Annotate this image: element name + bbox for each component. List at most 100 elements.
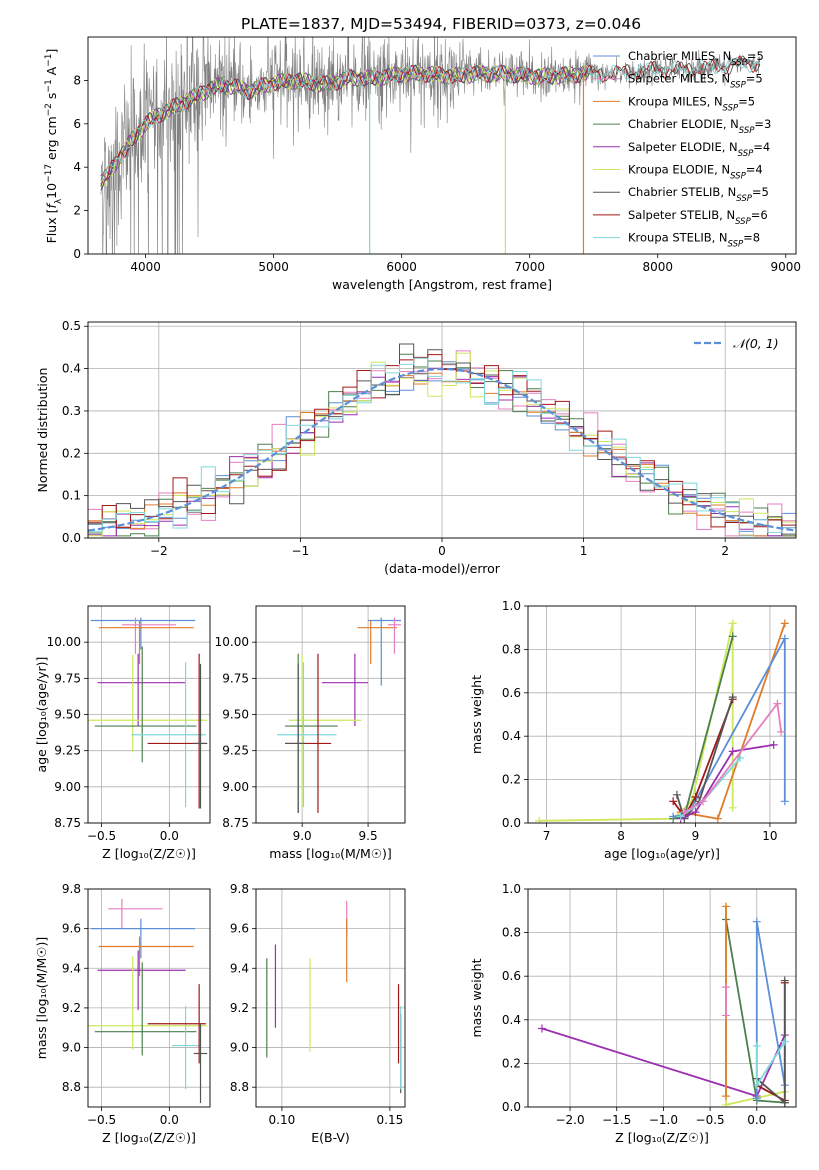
y-tick-label: 9.6: [230, 922, 249, 936]
errorbar-chabrier-miles: [90, 617, 196, 650]
x-tick-label: −0.5: [87, 1113, 116, 1127]
x-tick-label: 7000: [514, 260, 545, 274]
y-tick-label: 9.00: [54, 780, 81, 794]
legend-label-main: Chabrier ELODIE, N: [628, 117, 739, 131]
x-tick-label: 5000: [258, 260, 289, 274]
errorbar-chabrier-stelib: [193, 1023, 208, 1104]
series-marker: [780, 619, 789, 628]
series-marker: [780, 1037, 789, 1046]
series-marker: [728, 632, 737, 641]
x-axis-label: (data-model)/error: [384, 561, 501, 576]
y-tick-label: 9.25: [54, 744, 81, 758]
series-marker: [728, 803, 737, 812]
x-tick-label: 7: [543, 829, 551, 843]
legend-label-tail: =3: [754, 117, 771, 131]
legend-label-main: Salpeter MILES, N: [628, 72, 730, 86]
x-tick-label: 9.5: [359, 829, 378, 843]
y-tick-label: 0: [73, 247, 81, 261]
series-salpeter-miles: [721, 983, 730, 1020]
y-tick-label: 0.8: [502, 642, 521, 656]
legend-label-main: Chabrier MILES, N: [628, 49, 731, 63]
panel-age_vs_Z: −0.5 0.0 8.75 9.00 9.25 9.50 9.75 10.00 Z [log₁₀…: [34, 605, 211, 861]
x-tick-label: 6000: [386, 260, 417, 274]
y-tick-label: 1.0: [502, 882, 521, 896]
legend-label-sub: SSP: [736, 194, 752, 204]
y-tick-label: 2: [73, 204, 81, 218]
gaussian-curve: [88, 367, 796, 532]
y-tick-label: 0.0: [502, 816, 521, 830]
series-line: [725, 906, 785, 1106]
model-line-kroupa-elodie: [100, 64, 588, 187]
x-tick-label: 10: [762, 829, 777, 843]
series-line: [680, 744, 774, 820]
y-axis-label-part: −2: [44, 103, 54, 116]
axes-frame: [255, 605, 406, 824]
series-marker: [672, 790, 681, 799]
series-line: [725, 919, 785, 1104]
legend-label-sub: SSP: [731, 58, 747, 68]
series-marker: [721, 983, 730, 992]
x-tick-label: −0.5: [87, 829, 116, 843]
legend-label-sub: SSP: [730, 81, 746, 91]
legend-label-main: Kroupa ELODIE, N: [628, 163, 730, 177]
plot-area: [538, 902, 789, 1107]
x-tick-label: 9: [692, 829, 700, 843]
x-tick-label: 0.15: [377, 1113, 404, 1127]
y-tick-label: 10.00: [47, 635, 81, 649]
legend-label-main: Chabrier STELIB, N: [628, 185, 736, 199]
series-chabrier-miles: [669, 634, 789, 821]
axes-frame: [87, 605, 211, 824]
y-tick-label: 9.00: [222, 780, 249, 794]
y-tick-label: 9.4: [230, 961, 249, 975]
errorbar-kroupa-miles: [98, 936, 194, 977]
legend-label-tail: =5: [752, 185, 769, 199]
series-marker: [721, 1011, 730, 1020]
histogram-step-kroupa-stelib: [88, 357, 796, 537]
errorbar-chabrier-miles: [368, 617, 402, 686]
series-marker: [780, 976, 789, 985]
y-tick-label: 4: [73, 160, 81, 174]
legend-label: Salpeter ELODIE, NSSP=4: [628, 140, 770, 159]
x-tick-label: 2: [721, 544, 729, 558]
y-tick-label: 9.50: [54, 708, 81, 722]
series-chabrier-elodie: [721, 915, 789, 1107]
panel-weight_vs_age: 7 8 9 10 0.0 0.2 0.4 0.6 0.8 1.0 age [log₁₀(age/yr…: [469, 599, 797, 861]
y-tick-label: 9.50: [222, 708, 249, 722]
legend-label-main: Kroupa STELIB, N: [628, 231, 728, 245]
figure-title: PLATE=1837, MJD=53494, FIBERID=0373, z=0…: [241, 15, 641, 33]
y-tick-label: 0.5: [62, 319, 81, 333]
x-tick-label: 0.0: [160, 1113, 179, 1127]
x-tick-label: 0.0: [747, 1113, 766, 1127]
y-axis-label: mass weight: [469, 958, 484, 1037]
y-axis-label-part: 10: [44, 183, 59, 199]
x-tick-label: 8000: [642, 260, 673, 274]
series-marker: [669, 812, 678, 821]
x-axis-label: Z [log₁₀(Z/Z☉)]: [102, 846, 196, 861]
x-axis-label: mass [log₁₀(M/M☉)]: [269, 846, 391, 861]
legend-label-main: Salpeter ELODIE, N: [628, 140, 738, 154]
y-axis-label-part: Flux [: [44, 209, 59, 244]
model-line-kroupa-miles: [100, 65, 588, 182]
legend-label: Chabrier MILES, NSSP=5: [628, 49, 764, 68]
legend-label-tail: =8: [743, 231, 760, 245]
axes-frame: [527, 888, 797, 1108]
x-tick-label: 9000: [770, 260, 801, 274]
x-axis-label: Z [log₁₀(Z/Z☉)]: [102, 1130, 196, 1145]
x-tick-label: 9.0: [293, 829, 312, 843]
series-marker: [728, 693, 737, 702]
series-marker: [680, 808, 689, 817]
legend-label: 𝒩(0, 1): [733, 336, 779, 351]
series-marker: [676, 812, 685, 821]
y-tick-label: 0.6: [502, 969, 521, 983]
errorbar-chabrier-elodie: [94, 646, 197, 763]
errorbar-kroupa-stelib: [131, 662, 206, 808]
y-tick-label: 0.0: [502, 1100, 521, 1114]
series-line: [539, 623, 734, 822]
plot-area: [88, 898, 208, 1104]
errorbar-salpeter-stelib: [147, 984, 206, 1064]
x-tick-label: −2.0: [555, 1113, 584, 1127]
series-line: [683, 701, 782, 813]
series-marker: [780, 1098, 789, 1107]
